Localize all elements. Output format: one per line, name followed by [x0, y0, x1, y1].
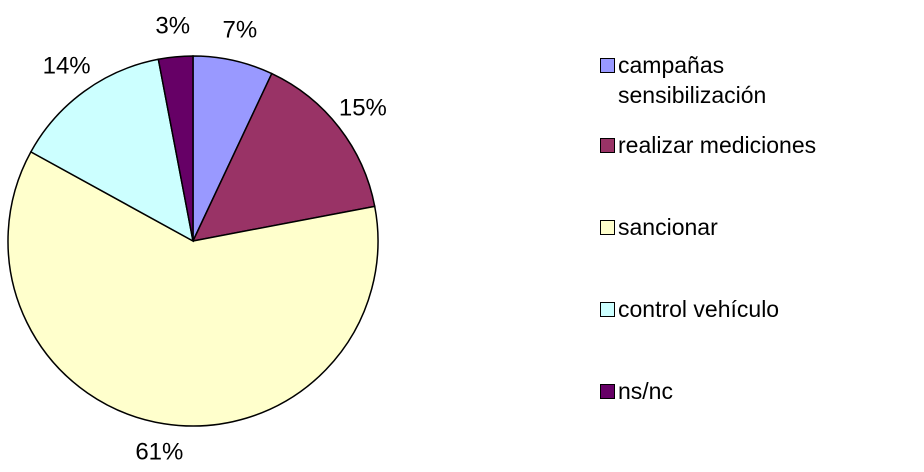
legend-item: realizar mediciones: [600, 130, 920, 160]
legend-swatch: [600, 384, 615, 399]
legend-swatch: [600, 302, 615, 317]
chart: 7% 15% 61% 14% 3%: [7, 12, 387, 466]
pie-slice: [157, 55, 194, 242]
legend-label: sancionar: [618, 214, 718, 240]
pie-slice: [7, 150, 379, 427]
pie-slice: [29, 58, 195, 243]
legend-swatch: [600, 58, 615, 73]
legend-swatch: [600, 220, 615, 235]
legend-item: sancionar: [600, 212, 920, 242]
pie-slice: [191, 72, 376, 243]
data-label: 61%: [135, 439, 183, 466]
legend-item: control vehículo: [600, 294, 920, 324]
legend: campañas sensibilización realizar medicio…: [600, 50, 920, 406]
legend-item: ns/nc: [600, 376, 920, 406]
data-label: 14%: [43, 52, 91, 79]
data-label: 15%: [339, 95, 387, 122]
legend-item: campañas sensibilización: [600, 50, 920, 110]
legend-label: ns/nc: [618, 378, 673, 404]
data-label: 7%: [223, 17, 258, 44]
legend-label: control vehículo: [618, 296, 780, 322]
legend-label: realizar mediciones: [618, 132, 817, 158]
legend-swatch: [600, 138, 615, 153]
data-label: 3%: [155, 12, 190, 39]
legend-label: campañas sensibilización: [618, 52, 767, 108]
